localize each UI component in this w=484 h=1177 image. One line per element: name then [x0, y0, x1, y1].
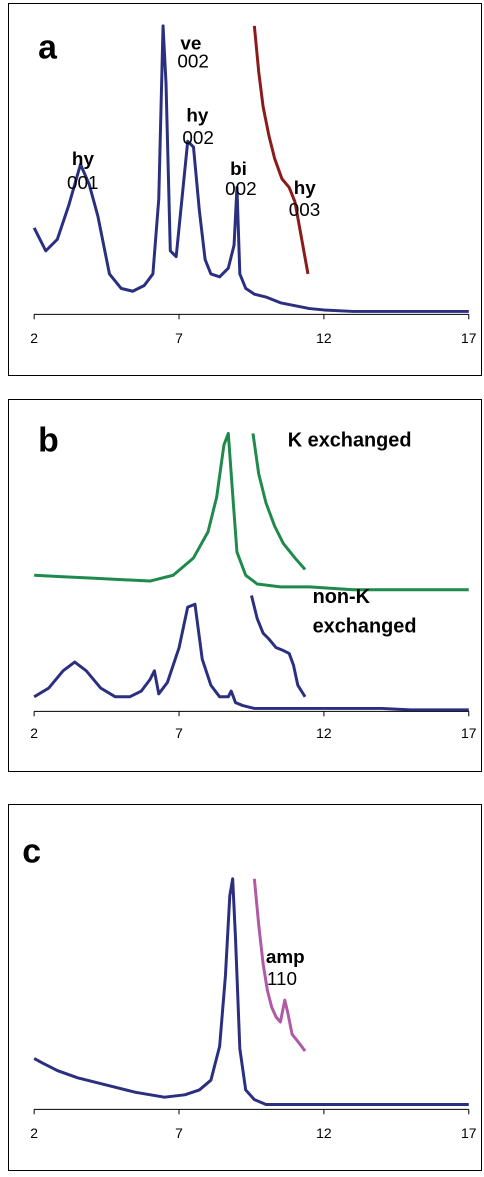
annotation-amp110-index: 110 — [267, 969, 297, 990]
panel-letter-a: a — [38, 29, 58, 67]
x-tick-label: 2 — [30, 330, 38, 346]
series-line-3 — [33, 602, 469, 712]
chart-c-svg: c 2 7 12 17 amp 110 — [22, 833, 477, 1141]
series-line-2 — [252, 25, 310, 275]
series-line-1 — [32, 24, 469, 313]
x-tick-label: 17 — [461, 725, 477, 741]
x-tick-label: 7 — [175, 330, 183, 346]
annotation-amp110-phase: amp — [266, 947, 305, 968]
label-exchanged: exchanged — [313, 616, 417, 638]
chart-panel-b: b 2 7 12 17 K exchanged non-K exchanged — [8, 399, 482, 772]
x-tick-label: 17 — [461, 330, 477, 346]
annotation-ve002-index: 002 — [177, 52, 209, 73]
label-k-exchanged: K exchanged — [288, 430, 412, 452]
x-tick-label: 2 — [30, 1125, 38, 1141]
panel-letter-c: c — [22, 833, 41, 871]
annotation-hy002-phase: hy — [186, 105, 209, 126]
x-tick-label: 12 — [316, 725, 332, 741]
annotation-bi002-index: 002 — [225, 179, 257, 200]
x-tick-label: 7 — [175, 1125, 183, 1141]
annotation-hy003-phase: hy — [294, 178, 317, 199]
chart-panel-c: c 2 7 12 17 amp 110 — [8, 804, 482, 1171]
panel-letter-b: b — [38, 422, 59, 460]
series-line-1 — [33, 877, 469, 1106]
series-line-2 — [252, 878, 307, 1052]
x-tick-label: 12 — [316, 1125, 332, 1141]
annotation-hy002-index: 002 — [182, 128, 214, 149]
annotation-hy001-index: 001 — [67, 173, 98, 194]
series-line-2 — [251, 433, 307, 571]
annotation-hy001-phase: hy — [72, 149, 95, 170]
x-tick-label: 12 — [316, 330, 332, 346]
x-tick-label: 2 — [30, 725, 38, 741]
series-line-1 — [34, 431, 469, 592]
x-tick-label: 7 — [175, 725, 183, 741]
chart-panel-a: a 2 7 12 17 hy 001 ve 002 hy 002 bi 002 hy … — [8, 3, 482, 376]
annotation-ve002-phase: ve — [180, 34, 201, 55]
x-tick-label: 17 — [461, 1125, 477, 1141]
annotation-hy003-index: 003 — [289, 200, 321, 221]
label-non-k: non-K — [313, 586, 371, 608]
annotation-bi002-phase: bi — [230, 159, 247, 180]
chart-b-svg: b 2 7 12 17 K exchanged non-K exchanged — [30, 422, 477, 741]
series-line-4 — [250, 595, 307, 698]
chart-a-svg: a 2 7 12 17 hy 001 ve 002 hy 002 bi 002 hy … — [30, 24, 477, 346]
